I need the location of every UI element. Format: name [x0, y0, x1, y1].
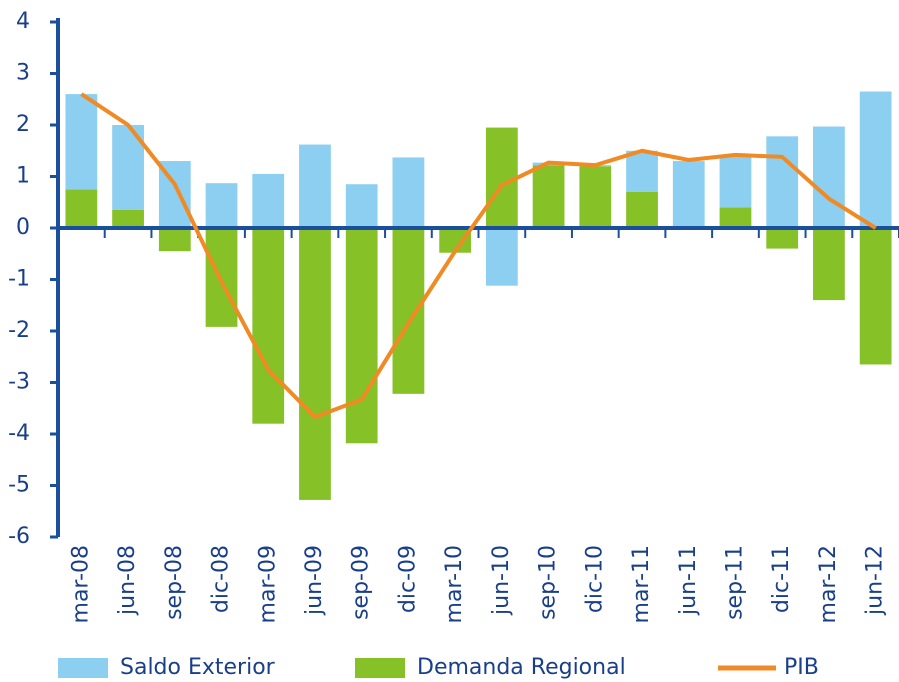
- line: [80, 92, 877, 420]
- bar: [485, 127, 518, 228]
- bar: [392, 157, 425, 228]
- x-tick-label: mar-11: [629, 545, 654, 623]
- bar: [345, 228, 378, 444]
- y-tick-label: -5: [8, 473, 30, 498]
- y-tick-label: -3: [8, 370, 30, 395]
- bar: [345, 184, 378, 228]
- bar: [859, 91, 892, 229]
- x-tick-label: jun-10: [489, 545, 514, 616]
- bar: [579, 166, 612, 228]
- x-tick-label: sep-11: [722, 545, 747, 620]
- x-tick-label: mar-12: [816, 545, 841, 623]
- bar: [626, 191, 658, 228]
- bar: [813, 126, 845, 228]
- bar: [719, 207, 752, 228]
- x-tick-label: sep-09: [349, 545, 374, 620]
- bar: [299, 144, 331, 228]
- y-tick-label: 3: [16, 61, 30, 86]
- bar: [252, 173, 285, 228]
- bar: [205, 183, 238, 228]
- y-tick-label: 0: [16, 215, 30, 240]
- legend-label: PIB: [784, 655, 819, 680]
- bar: [252, 228, 285, 424]
- bar: [112, 209, 144, 228]
- x-tick-label: sep-10: [536, 545, 561, 620]
- bar: [158, 228, 191, 252]
- y-tick-label: 4: [16, 9, 30, 34]
- bar: [532, 165, 565, 228]
- y-tick-label: -2: [8, 318, 30, 343]
- x-tick-label: dic-08: [209, 545, 234, 613]
- y-tick-label: -1: [8, 267, 30, 292]
- x-tick-label: mar-08: [68, 545, 93, 623]
- x-tick-label: jun-12: [863, 545, 888, 616]
- x-tick-label: mar-10: [442, 545, 467, 623]
- legend-swatch: [58, 658, 108, 678]
- x-tick-label: jun-08: [115, 545, 140, 616]
- bar: [813, 228, 845, 301]
- x-tick-label: dic-11: [769, 545, 794, 613]
- bar: [672, 161, 705, 228]
- x-tick-label: mar-09: [255, 545, 280, 623]
- bar: [65, 189, 98, 228]
- y-tick-label: 1: [16, 164, 30, 189]
- x-tick-label: sep-08: [162, 545, 187, 620]
- y-tick-label: -6: [8, 524, 30, 549]
- bar: [485, 228, 518, 286]
- x-tick-label: dic-10: [582, 545, 607, 613]
- x-tick-label: dic-09: [395, 545, 420, 613]
- y-tick-label: 2: [16, 112, 30, 137]
- x-tick-label: jun-11: [676, 545, 701, 616]
- legend-label: Demanda Regional: [417, 655, 626, 680]
- legend-label: Saldo Exterior: [120, 655, 276, 680]
- bar: [392, 228, 425, 394]
- y-tick-label: -4: [8, 421, 30, 446]
- bar: [859, 228, 892, 365]
- bar: [766, 228, 799, 249]
- bar: [626, 150, 658, 192]
- x-tick-label: jun-09: [302, 545, 327, 616]
- bar: [299, 228, 331, 500]
- bar: [719, 155, 752, 208]
- bar: [766, 136, 799, 228]
- legend-swatch: [355, 658, 405, 678]
- bar: [65, 94, 98, 190]
